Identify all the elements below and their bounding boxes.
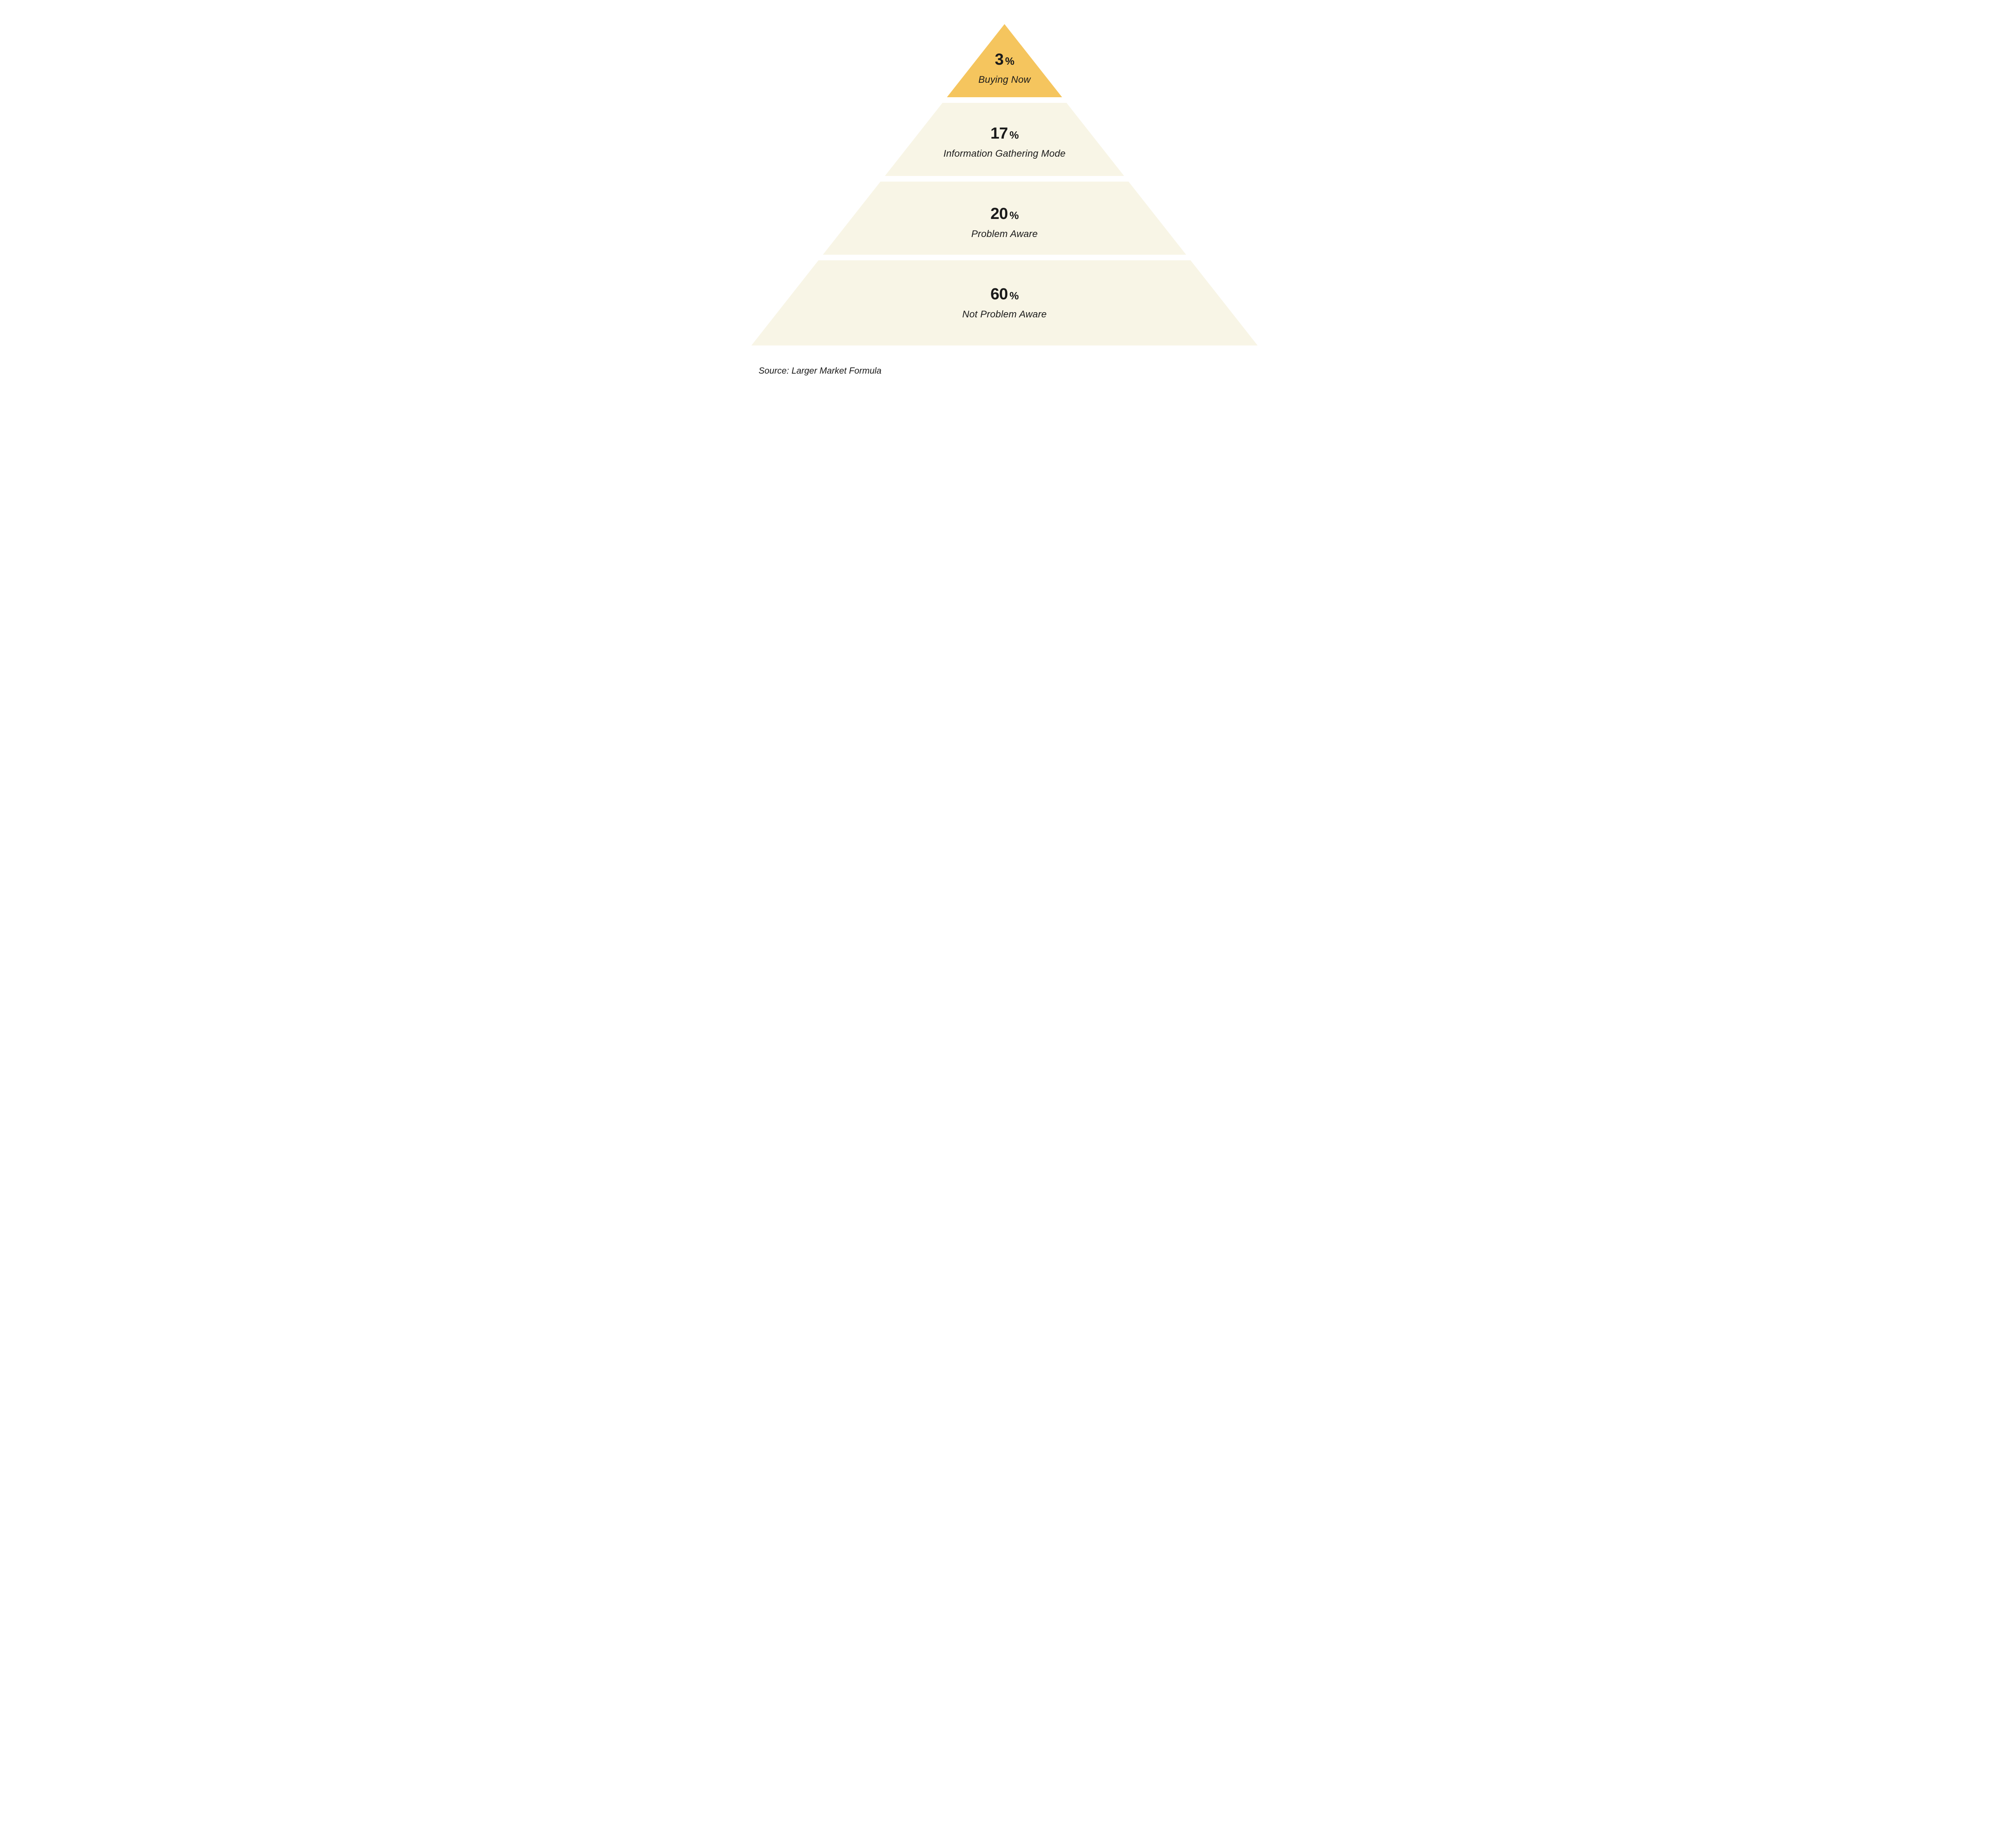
pyramid: 3%Buying Now17%Information Gathering Mod… — [751, 24, 1258, 345]
source-text: Larger Market Formula — [792, 366, 882, 376]
pyramid-segment-2 — [823, 182, 1186, 255]
source-prefix: Source: — [759, 366, 792, 376]
pyramid-svg — [751, 24, 1258, 345]
pyramid-segment-0 — [947, 24, 1062, 97]
pyramid-segment-1 — [885, 103, 1124, 176]
pyramid-diagram: 3%Buying Now17%Information Gathering Mod… — [703, 0, 1306, 388]
source-caption: Source: Larger Market Formula — [759, 366, 882, 376]
pyramid-segment-3 — [751, 260, 1258, 345]
